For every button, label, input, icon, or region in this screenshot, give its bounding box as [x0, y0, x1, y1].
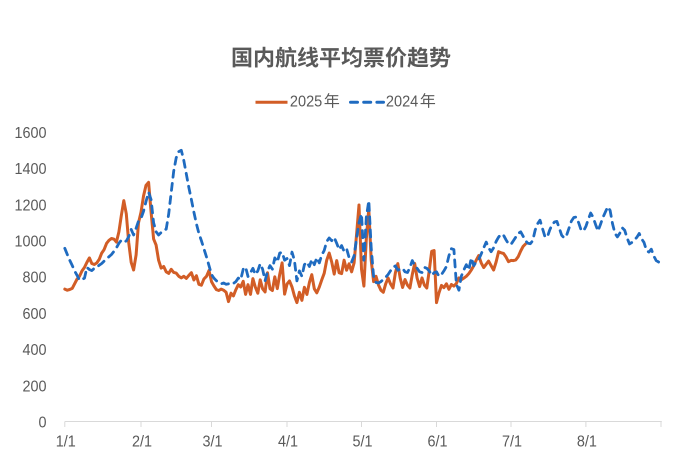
svg-text:800: 800: [22, 269, 46, 287]
svg-text:3/1: 3/1: [202, 433, 222, 451]
svg-text:8/1: 8/1: [577, 433, 597, 451]
svg-text:1200: 1200: [14, 197, 46, 215]
svg-text:2/1: 2/1: [132, 433, 152, 451]
svg-text:2025: 2025: [290, 93, 322, 111]
svg-text:1/1: 1/1: [56, 433, 76, 451]
svg-text:400: 400: [22, 341, 46, 359]
svg-text:1400: 1400: [14, 160, 46, 178]
svg-text:5/1: 5/1: [352, 433, 372, 451]
svg-text:4/1: 4/1: [278, 433, 298, 451]
svg-text:1000: 1000: [14, 233, 46, 251]
svg-text:2024: 2024: [386, 93, 419, 111]
svg-text:600: 600: [22, 305, 46, 323]
svg-text:6/1: 6/1: [427, 433, 447, 451]
svg-text:7/1: 7/1: [502, 433, 522, 451]
svg-text:200: 200: [22, 378, 46, 396]
svg-text:1600: 1600: [14, 124, 46, 142]
svg-text:0: 0: [38, 414, 46, 432]
